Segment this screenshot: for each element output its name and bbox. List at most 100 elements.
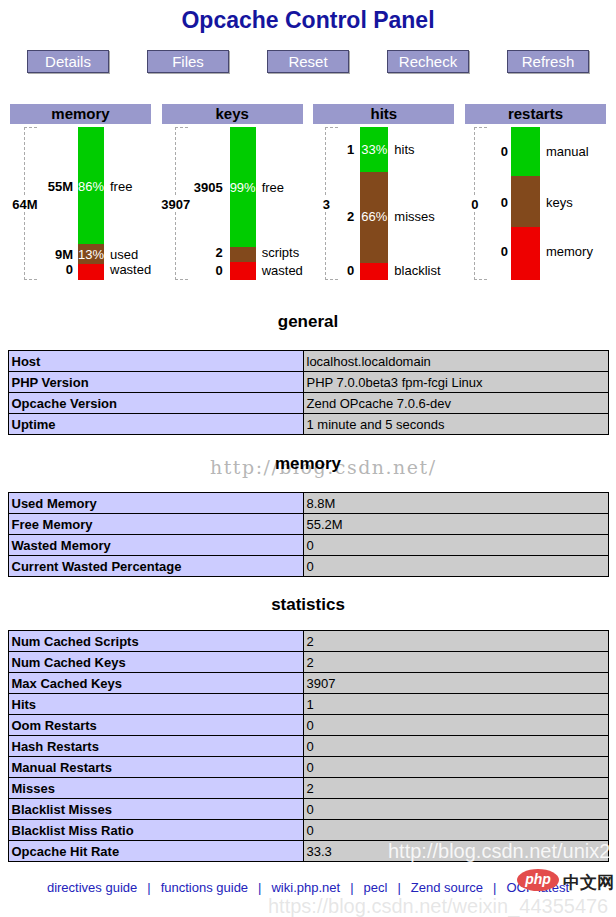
row-label: Uptime <box>8 414 303 435</box>
chart-restarts: restarts00manual0keys0memory <box>465 104 606 280</box>
php-logo-cn-text: 中文网 <box>563 871 614 894</box>
row-value: 0 <box>303 820 608 841</box>
page-title: Opcache Control Panel <box>0 7 616 34</box>
segment-name: used <box>110 246 138 261</box>
toolbar-slot: Recheck <box>368 50 488 73</box>
table-row: Max Cached Keys3907 <box>8 673 608 694</box>
row-value: 1 <box>303 694 608 715</box>
bar-segment-memory <box>511 227 540 280</box>
table-row: Free Memory55.2M <box>8 514 608 535</box>
row-value: 0 <box>303 799 608 820</box>
segment-value: 2 <box>347 209 354 224</box>
recheck-button[interactable]: Recheck <box>387 50 469 73</box>
details-button[interactable]: Details <box>27 50 109 73</box>
footer-link-functions-guide[interactable]: functions guide <box>161 880 248 895</box>
row-value: 3907 <box>303 673 608 694</box>
footer-separator: | <box>147 880 150 895</box>
row-value: 0 <box>303 556 608 577</box>
row-label: Oom Restarts <box>8 715 303 736</box>
segment-value: 0 <box>501 243 508 258</box>
toolbar: Details Files Reset Recheck Refresh <box>8 50 608 73</box>
table-row: PHP VersionPHP 7.0.0beta3 fpm-fcgi Linux <box>8 372 608 393</box>
row-label: Num Cached Keys <box>8 652 303 673</box>
segment-name: wasted <box>262 263 303 278</box>
chart-graph-restarts: 00manual0keys0memory <box>465 127 606 280</box>
row-label: Num Cached Scripts <box>8 631 303 652</box>
toolbar-slot: Refresh <box>488 50 608 73</box>
chart-title-memory: memory <box>10 104 151 124</box>
row-label: Opcache Hit Rate <box>8 841 303 862</box>
footer-separator: | <box>493 880 496 895</box>
segment-percent: 86% <box>78 179 104 194</box>
table-general: Hostlocalhost.localdomainPHP VersionPHP … <box>8 350 609 435</box>
segment-name: scripts <box>262 245 300 260</box>
row-value: 0 <box>303 757 608 778</box>
segment-percent: 66% <box>361 209 387 224</box>
segment-name: hits <box>394 142 414 157</box>
row-label: Misses <box>8 778 303 799</box>
bar-segment-wasted <box>78 264 104 280</box>
chart-bar <box>511 127 540 280</box>
bar-segment-manual <box>511 127 540 176</box>
toolbar-slot: Reset <box>248 50 368 73</box>
segment-value: 2 <box>215 245 222 260</box>
chart-graph-keys: 3907390599%free2scripts0wasted <box>162 127 303 280</box>
row-label: PHP Version <box>8 372 303 393</box>
table-statistics: Num Cached Scripts2Num Cached Keys2Max C… <box>8 630 609 862</box>
row-label: Max Cached Keys <box>8 673 303 694</box>
toolbar-slot: Files <box>128 50 248 73</box>
segment-name: wasted <box>110 262 151 277</box>
row-value: 2 <box>303 652 608 673</box>
row-label: Used Memory <box>8 493 303 514</box>
segment-percent: 99% <box>230 179 256 194</box>
bar-segment-scripts <box>230 247 256 262</box>
chart-total-label: 64M <box>11 196 38 211</box>
segment-value: 9M <box>55 246 73 261</box>
files-button[interactable]: Files <box>147 50 229 73</box>
table-row: Hostlocalhost.localdomain <box>8 351 608 372</box>
segment-value: 0 <box>66 262 73 277</box>
row-label: Hits <box>8 694 303 715</box>
footer-separator: | <box>397 880 400 895</box>
segment-value: 3905 <box>194 179 223 194</box>
row-value: 8.8M <box>303 493 608 514</box>
chart-keys: keys3907390599%free2scripts0wasted <box>162 104 303 280</box>
footer-separator: | <box>258 880 261 895</box>
row-label: Hash Restarts <box>8 736 303 757</box>
section-heading-general: general <box>0 312 616 332</box>
footer-link-pecl[interactable]: pecl <box>364 880 388 895</box>
segment-name: memory <box>546 243 593 258</box>
table-row: Num Cached Keys2 <box>8 652 608 673</box>
row-value: 0 <box>303 535 608 556</box>
footer-link-directives-guide[interactable]: directives guide <box>47 880 137 895</box>
row-label: Current Wasted Percentage <box>8 556 303 577</box>
segment-name: misses <box>394 209 434 224</box>
segment-value: 0 <box>501 194 508 209</box>
reset-button[interactable]: Reset <box>267 50 349 73</box>
table-memory: Used Memory8.8MFree Memory55.2MWasted Me… <box>8 492 609 577</box>
segment-name: free <box>262 179 284 194</box>
watermark-weixin: https://blog.csdn.net/weixin_44355476 <box>268 895 608 917</box>
bar-segment-wasted <box>230 262 256 280</box>
footer-link-wiki.php.net[interactable]: wiki.php.net <box>271 880 340 895</box>
chart-title-restarts: restarts <box>465 104 606 124</box>
row-value: PHP 7.0.0beta3 fpm-fcgi Linux <box>303 372 608 393</box>
table-row: Hash Restarts0 <box>8 736 608 757</box>
segment-percent: 33% <box>361 142 387 157</box>
footer-link-zend-source[interactable]: Zend source <box>411 880 483 895</box>
row-label: Manual Restarts <box>8 757 303 778</box>
segment-value: 1 <box>347 142 354 157</box>
table-row: Manual Restarts0 <box>8 757 608 778</box>
row-label: Blacklist Misses <box>8 799 303 820</box>
row-value: 0 <box>303 715 608 736</box>
refresh-button[interactable]: Refresh <box>507 50 589 73</box>
table-row: Uptime1 minute and 5 seconds <box>8 414 608 435</box>
chart-title-keys: keys <box>162 104 303 124</box>
segment-value: 0 <box>347 263 354 278</box>
php-logo-badge: php <box>517 869 559 891</box>
row-value: 2 <box>303 778 608 799</box>
row-value: 0 <box>303 736 608 757</box>
row-label: Host <box>8 351 303 372</box>
chart-total-label: 3907 <box>160 196 191 211</box>
chart-graph-hits: 3133%hits266%misses0blacklist <box>313 127 454 280</box>
